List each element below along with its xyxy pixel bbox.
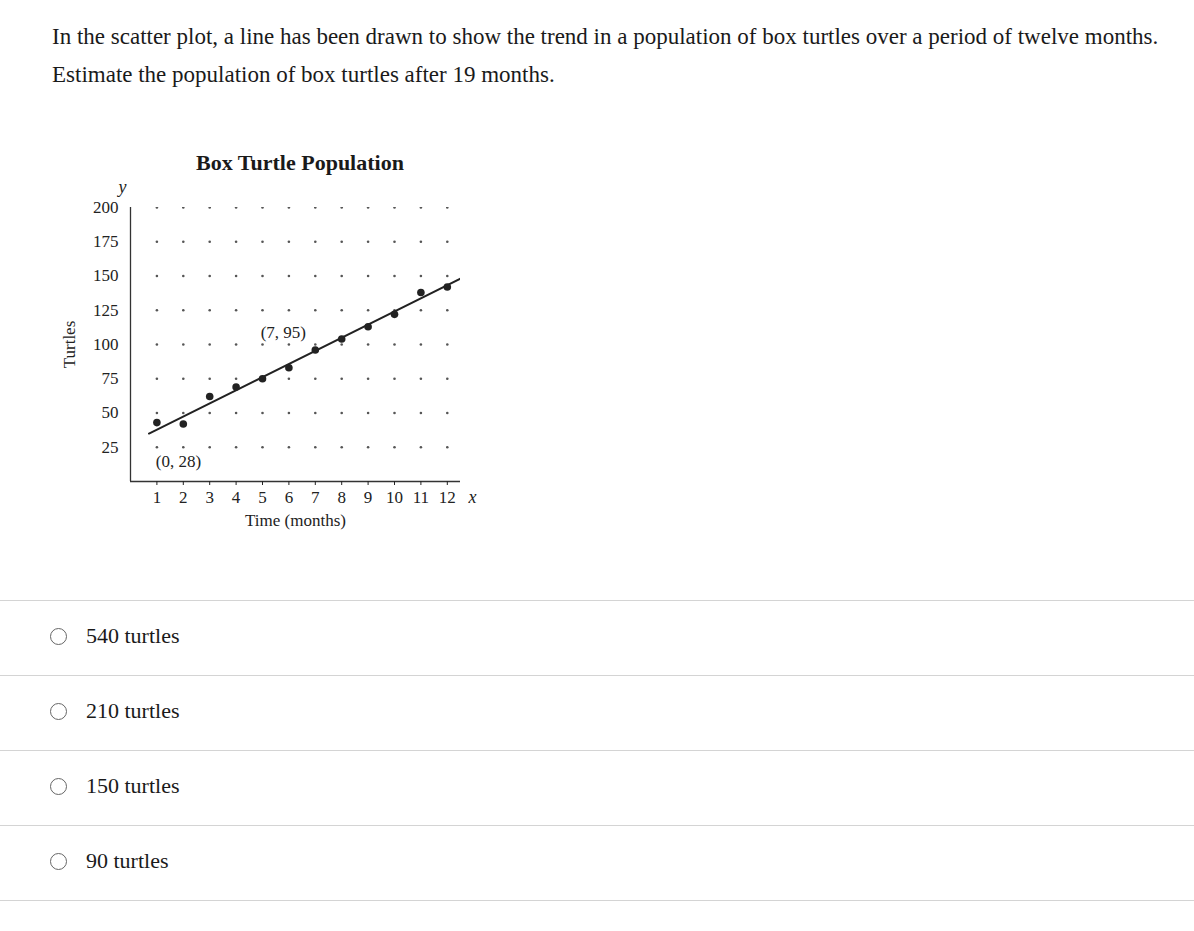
svg-text:12: 12 <box>439 488 456 507</box>
svg-text:1: 1 <box>153 488 162 507</box>
html-text:150 turtles: 150 turtles <box>86 773 180 798</box>
html-text:In the scatter plot, a line ha: In the scatter plot, a line has been dra… <box>52 24 1159 87</box>
svg-text:3: 3 <box>205 488 214 507</box>
html-text:540 turtles: 540 turtles <box>86 623 180 648</box>
svg-text:75: 75 <box>102 369 119 388</box>
svg-text:10: 10 <box>386 488 403 507</box>
svg-text:9: 9 <box>364 488 373 507</box>
svg-text:50: 50 <box>102 403 119 422</box>
svg-text:y: y <box>117 177 127 197</box>
html-text:210 turtles: 210 turtles <box>86 698 180 723</box>
svg-text:2: 2 <box>179 488 188 507</box>
svg-text:100: 100 <box>93 335 119 354</box>
svg-text:150: 150 <box>93 266 119 285</box>
svg-text:(0, 28): (0, 28) <box>156 452 201 471</box>
svg-text:11: 11 <box>413 488 429 507</box>
html-text:Box Turtle Population: Box Turtle Population <box>196 150 404 175</box>
svg-text:Time (months): Time (months) <box>245 511 346 530</box>
svg-text:4: 4 <box>232 488 241 507</box>
svg-text:200: 200 <box>93 198 119 217</box>
html-text:90 turtles: 90 turtles <box>86 848 169 873</box>
svg-text:125: 125 <box>93 301 119 320</box>
svg-text:5: 5 <box>258 488 267 507</box>
svg-text:25: 25 <box>102 438 119 457</box>
svg-text:7: 7 <box>311 488 320 507</box>
svg-text:Turtles: Turtles <box>60 321 79 369</box>
svg-text:(7, 95): (7, 95) <box>261 323 306 342</box>
svg-text:6: 6 <box>285 488 294 507</box>
svg-text:8: 8 <box>337 488 346 507</box>
svg-text:x: x <box>468 487 477 507</box>
svg-text:175: 175 <box>93 232 119 251</box>
